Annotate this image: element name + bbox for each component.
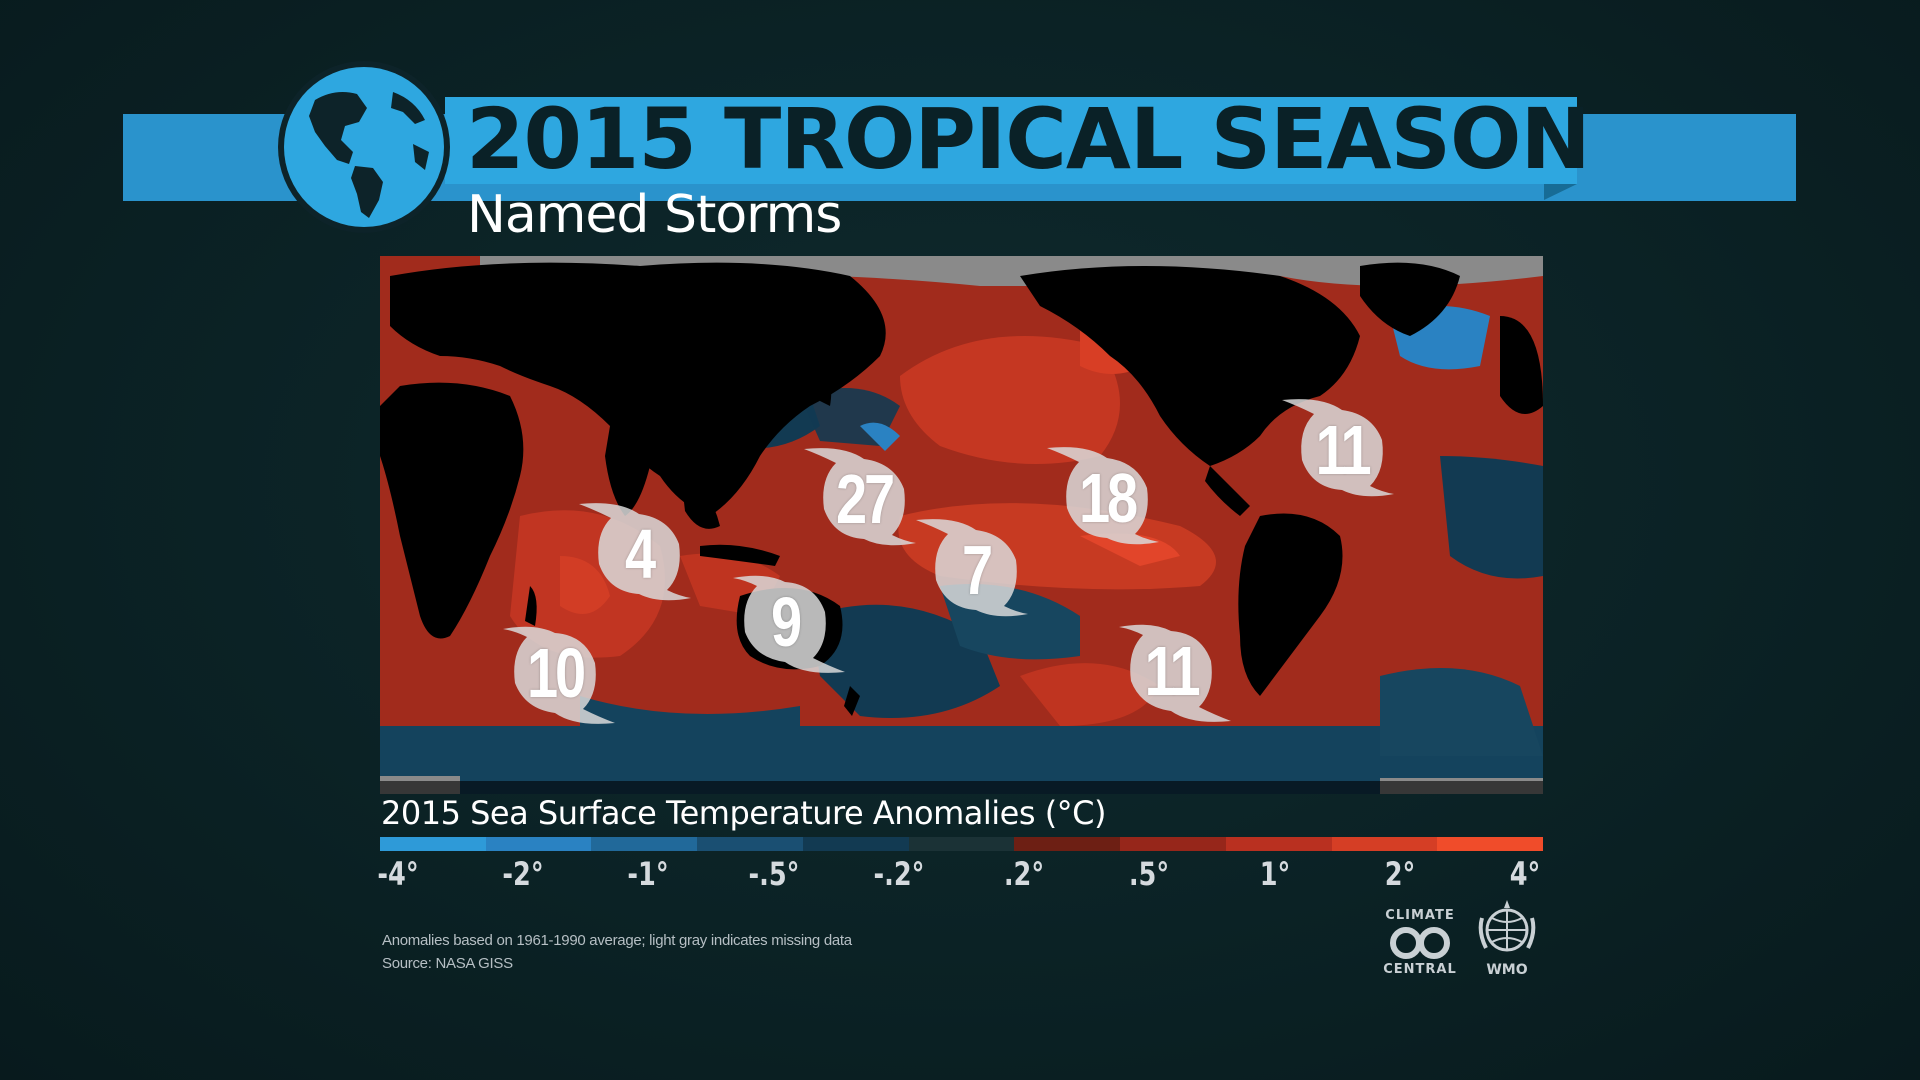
legend-tick-label: -.2° — [873, 855, 925, 893]
storm-marker-australian: 9 — [725, 562, 845, 682]
storm-count: 4 — [625, 515, 656, 593]
source-note: Source: NASA GISS — [382, 955, 513, 972]
legend-tick-label: -1° — [627, 855, 670, 893]
legend-color-segment — [1120, 837, 1226, 851]
legend-tick-label: 2° — [1384, 855, 1416, 893]
legend-tick-label: 4° — [1509, 855, 1541, 893]
legend-color-segment — [1437, 837, 1544, 851]
title-banner — [445, 97, 1577, 184]
legend-color-segment — [908, 837, 1015, 851]
legend-color-segment — [380, 837, 486, 851]
storm-count: 18 — [1079, 459, 1138, 537]
storm-marker-southwest-indian: 10 — [495, 613, 615, 733]
climate-central-mark-icon — [1390, 927, 1450, 959]
page-subtitle: Named Storms — [467, 185, 842, 245]
legend-tick-label: 1° — [1259, 855, 1290, 893]
storm-marker-central-pacific: 7 — [916, 510, 1036, 630]
legend-tick-label: .5° — [1129, 855, 1170, 893]
wmo-emblem-icon — [1478, 900, 1536, 952]
sst-anomaly-map: 10 4 9 27 7 18 11 11 — [380, 256, 1543, 794]
wmo-logo: WMO — [1474, 898, 1540, 980]
storm-marker-western-north-pacific: 27 — [804, 439, 924, 559]
climate-central-logo: CLIMATE CENTRAL — [1382, 908, 1458, 978]
storm-marker-north-indian: 4 — [579, 494, 699, 614]
legend-color-segment — [1014, 837, 1121, 851]
storm-count: 9 — [771, 583, 802, 661]
banner-fold — [1544, 184, 1577, 200]
storm-marker-south-pacific: 11 — [1111, 611, 1231, 731]
legend-tick-label: -.5° — [748, 855, 800, 893]
legend-title: 2015 Sea Surface Temperature Anomalies (… — [381, 794, 1107, 832]
storm-marker-eastern-north-pacific: 18 — [1047, 438, 1167, 558]
globe-icon — [275, 60, 453, 234]
legend-color-segment — [1331, 837, 1438, 851]
storm-marker-north-atlantic: 11 — [1282, 390, 1402, 510]
storm-count: 11 — [1144, 632, 1201, 710]
legend-color-segment — [485, 837, 592, 851]
legend-color-segment — [1225, 837, 1332, 851]
climate-central-logo-top: CLIMATE — [1385, 908, 1455, 923]
storm-count: 7 — [962, 531, 993, 609]
legend-tick-label: -4° — [377, 855, 419, 893]
storm-count: 11 — [1315, 411, 1372, 489]
legend-color-scale — [380, 837, 1544, 851]
page-title: 2015 TROPICAL SEASON — [466, 90, 1591, 188]
climate-central-logo-bottom: CENTRAL — [1383, 962, 1457, 977]
storm-count: 10 — [527, 634, 586, 712]
legend-tick-label: .2° — [1003, 855, 1045, 893]
legend-color-segment — [802, 837, 909, 851]
legend-color-segment — [697, 837, 803, 851]
legend-color-segment — [591, 837, 698, 851]
storm-count: 27 — [836, 460, 895, 538]
legend-tick-label: -2° — [502, 855, 544, 893]
wmo-logo-text: WMO — [1486, 962, 1528, 978]
anomaly-note: Anomalies based on 1961-1990 average; li… — [382, 932, 852, 949]
